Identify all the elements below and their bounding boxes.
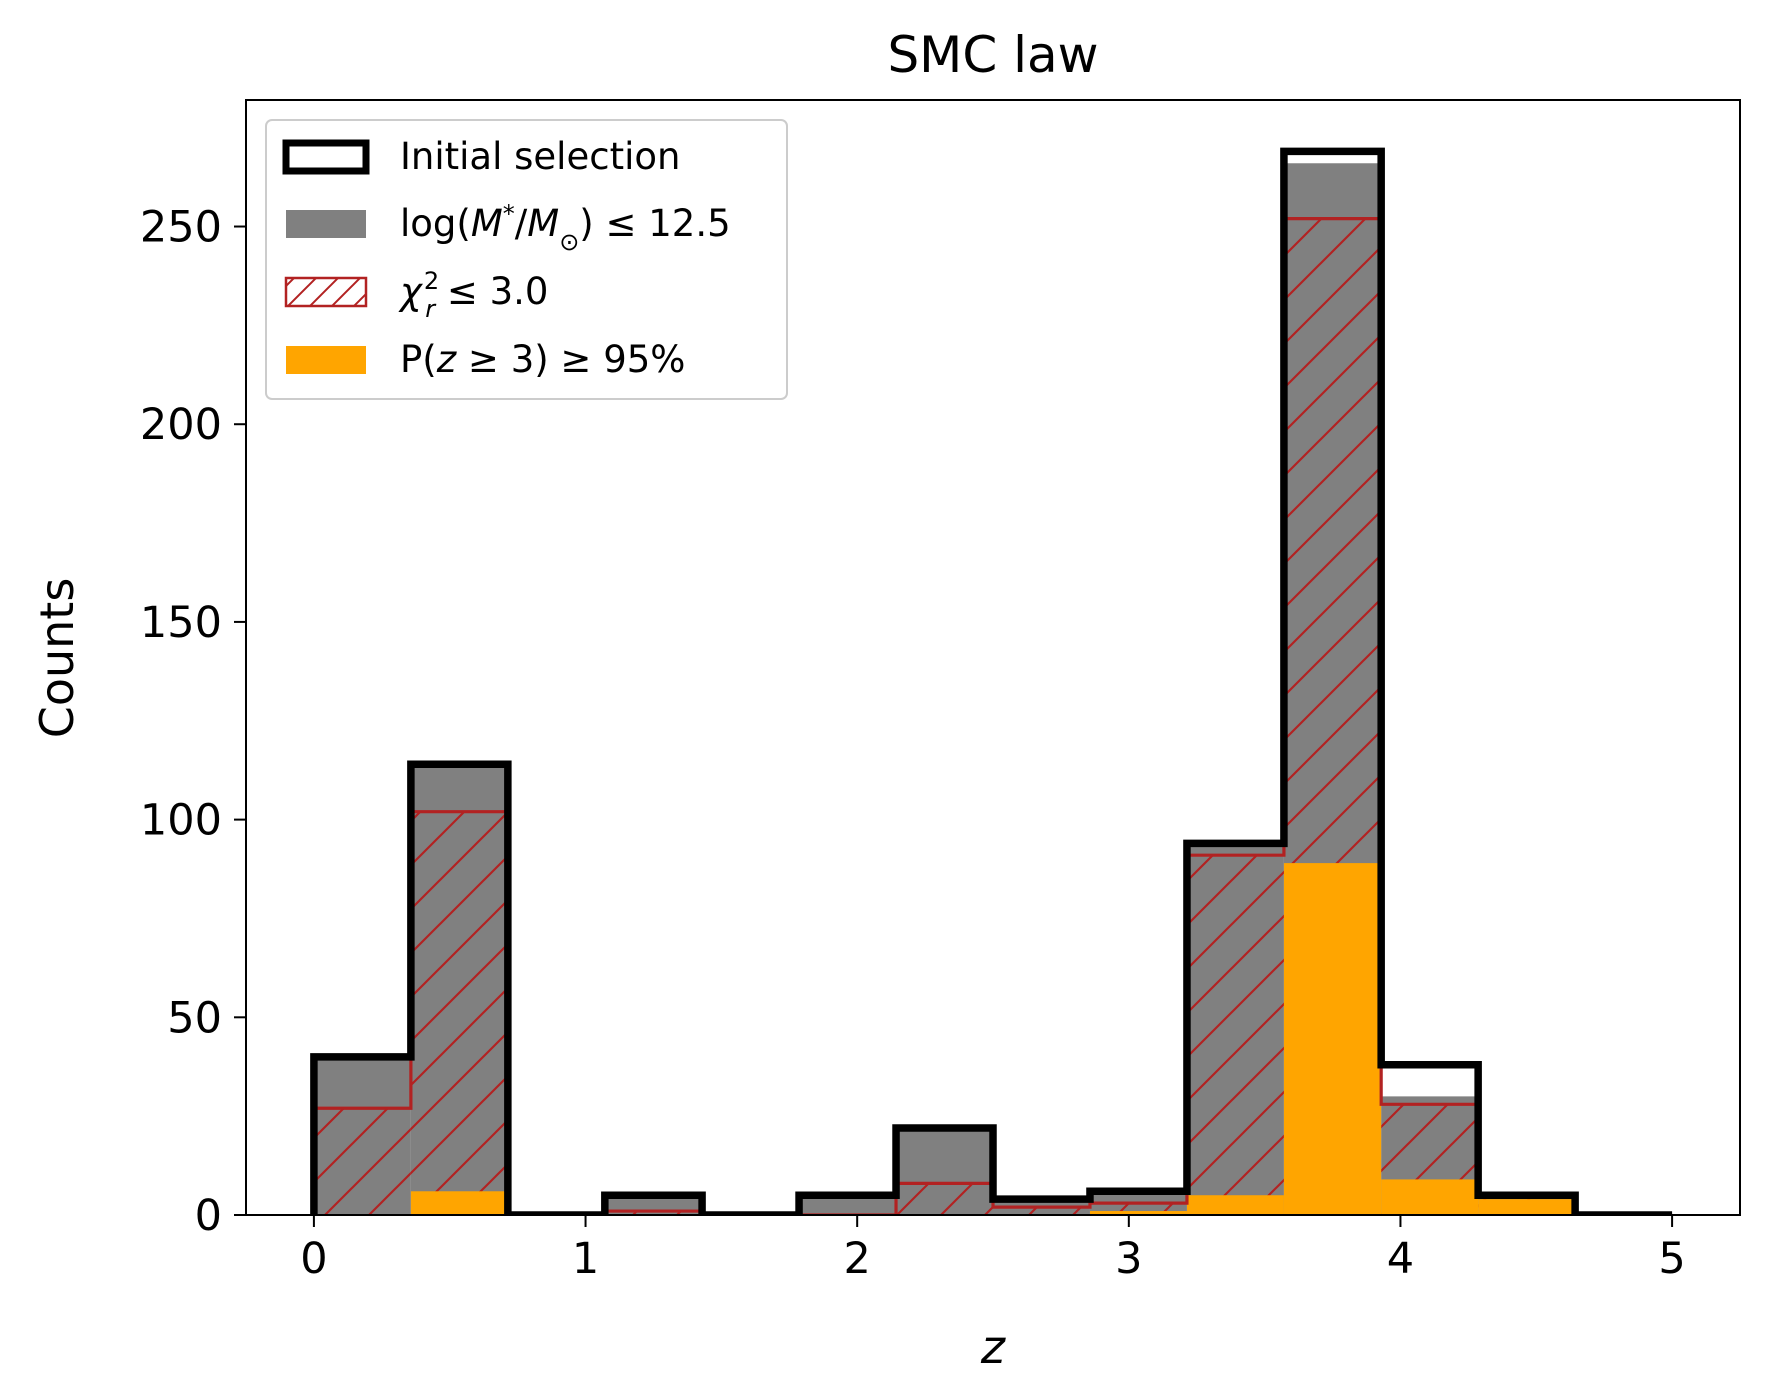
chi2-cut-bar-9 [1186, 855, 1284, 1215]
x-axis-label: z [980, 1320, 1006, 1374]
y-tick-label: 250 [140, 203, 222, 253]
legend-label-initial: Initial selection [400, 135, 680, 178]
legend: Initial selection log(M*/M⊙) ≤ 12.5 χ2 r … [265, 119, 788, 400]
pz-cut-bar-10 [1283, 863, 1382, 1215]
legend-swatch-initial [282, 139, 370, 175]
y-tick-label: 150 [140, 598, 222, 648]
x-tick-label: 2 [844, 1234, 871, 1284]
legend-swatch-chi2 [284, 276, 368, 308]
mass-cut-bar-5 [799, 1195, 897, 1215]
legend-label-chi2: χ2 r ≤ 3.0 [398, 267, 548, 323]
chi2-cut-bar-7 [993, 1207, 1090, 1215]
plot-frame [245, 99, 1741, 1216]
chi2-cut-bar-0 [313, 1108, 411, 1215]
chi2-cut-bar-1 [410, 811, 508, 1215]
x-tick-label: 1 [572, 1234, 599, 1284]
series-pz-cut-bars [410, 863, 1576, 1215]
y-axis-label: Counts [30, 578, 84, 739]
y-axis-ticks: 0 50 100 150 200 250 [140, 203, 246, 1241]
pz-cut-bar-9 [1186, 1195, 1284, 1215]
y-tick-label: 100 [140, 796, 222, 846]
y-tick-label: 200 [140, 400, 222, 450]
x-tick-label: 0 [300, 1234, 327, 1284]
x-tick-label: 4 [1387, 1234, 1414, 1284]
legend-swatch-mass [286, 210, 366, 238]
y-tick-label: 50 [167, 993, 222, 1043]
legend-box [265, 119, 788, 400]
x-tick-label: 3 [1115, 1234, 1142, 1284]
chi2-cut-bar-8 [1089, 1203, 1187, 1215]
pz-cut-bar-12 [1478, 1199, 1576, 1215]
pz-cut-bar-8 [1089, 1211, 1187, 1215]
pz-cut-bar-1 [410, 1191, 508, 1215]
legend-swatch-pz [286, 346, 366, 374]
chart-title: SMC law [887, 26, 1098, 84]
chi2-cut-bar-3 [604, 1211, 703, 1215]
pz-cut-bar-11 [1381, 1179, 1479, 1215]
legend-label-mass: log(M*/M⊙) ≤ 12.5 [400, 200, 731, 256]
legend-label-pz: P(z ≥ 3) ≥ 95% [400, 338, 685, 381]
x-tick-label: 5 [1658, 1234, 1685, 1284]
y-tick-label: 0 [195, 1191, 222, 1241]
chi2-cut-bar-6 [896, 1183, 993, 1215]
x-axis-ticks: 0 1 2 3 4 5 [300, 1215, 1686, 1284]
series-initial-selection-outline [310, 147, 1673, 1215]
